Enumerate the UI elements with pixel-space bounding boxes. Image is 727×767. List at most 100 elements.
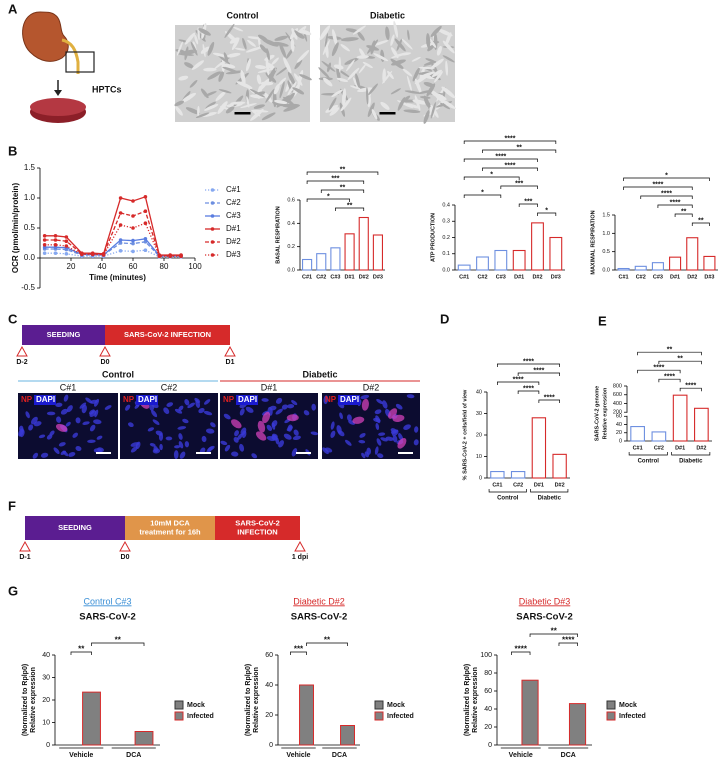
cell-texture [205,101,216,110]
cell-texture [423,95,430,108]
nucleus [82,421,90,425]
scale-bar [379,112,396,115]
image-label: Diabetic [370,10,405,20]
cell-texture [234,47,246,51]
cell-texture [294,30,303,39]
bar [634,265,647,271]
cell-texture [272,101,285,107]
cell-texture [411,56,421,62]
cell-texture [259,44,268,54]
day-marker [294,540,306,552]
bar [512,249,526,271]
cell-texture [222,66,239,73]
significance-bracket [91,642,145,646]
group-label: Diabetic [679,459,703,465]
infected-cell [55,423,68,432]
nucleus [40,452,49,458]
y-axis-label: SARS-CoV-2 genome [594,386,600,441]
nucleus [19,429,25,438]
significance-bracket [463,194,502,198]
nucleus [46,434,53,440]
cell-texture [218,89,232,94]
cell-texture [380,101,390,110]
y-tick-label: 0.0 [602,267,610,273]
cell-texture [322,39,330,56]
data-point [131,199,135,203]
significance-label: **** [670,199,681,206]
legend-label: C#1 [226,185,241,194]
cell-texture [393,20,399,38]
cell-texture [254,65,267,70]
nucleus [163,407,170,415]
day-marker [99,345,111,357]
cell-texture [325,104,339,113]
cell-texture [218,70,225,82]
stain-label: DAPI [238,395,257,404]
nucleus [149,443,156,447]
cell-texture [318,67,330,79]
stage-label: INFECTION [237,527,277,536]
cell-texture [190,41,198,56]
cell-texture [217,101,228,114]
cell-texture [294,59,303,70]
nucleus [364,451,370,458]
y-axis-label: MAXIMAL RESPIRATION [590,210,596,274]
fluorescence-image: NP DAPI [220,393,319,459]
data-point [42,251,47,255]
bar [358,216,369,271]
legend-swatch [606,711,616,721]
y-axis-label: % SARS-CoV-2 + cells/field of view [462,389,468,480]
x-tick-label: C#3 [653,274,663,280]
significance-label: ** [681,208,687,215]
bar [651,431,667,442]
significance-label: **** [544,394,555,401]
nucleus [237,433,243,440]
chart-title: SARS-CoV-2 [516,612,572,623]
y-tick-label: 0 [479,475,482,481]
significance-bracket [657,204,693,208]
y-tick-label: 200 [613,410,622,416]
cell-texture [224,23,235,39]
nucleus [87,439,96,443]
nucleus [390,428,397,433]
cell-texture [441,86,456,99]
nucleus [65,421,71,427]
bar [694,407,709,442]
cell-texture [373,53,389,62]
x-tick-label: C#1 [492,482,502,488]
stain-label: DAPI [138,395,157,404]
x-tick-label: D#2 [555,482,565,488]
nucleus [75,417,81,424]
significance-label: **** [505,162,516,169]
nucleus [195,399,201,408]
bar [457,264,471,271]
significance-bracket [691,222,710,226]
data-point [118,196,123,200]
significance-label: **** [661,190,672,197]
timeline-stage [105,325,230,345]
cell-texture [431,69,442,77]
chart-title: SARS-CoV-2 [79,612,135,623]
cell-texture [290,38,295,52]
data-point [42,234,47,238]
infected-cell [397,438,407,449]
cell-texture [331,89,343,98]
stain-label: NP [223,395,235,404]
y-tick-label: 0.2 [287,244,295,250]
significance-bracket [320,189,365,193]
cell-texture [247,39,256,47]
bar [651,262,664,271]
nucleus [293,429,299,436]
data-point [131,226,135,230]
x-tick-label: C#1 [302,274,312,280]
day-label: D-1 [19,554,30,561]
field-label: C#2 [161,382,178,392]
nucleus [272,433,278,438]
legend-marker [210,240,215,244]
cell-texture [261,112,276,121]
significance-label: **** [523,385,534,392]
nucleus [376,438,382,446]
day-label: D1 [226,359,235,366]
bar [476,256,489,271]
nucleus [177,426,187,430]
